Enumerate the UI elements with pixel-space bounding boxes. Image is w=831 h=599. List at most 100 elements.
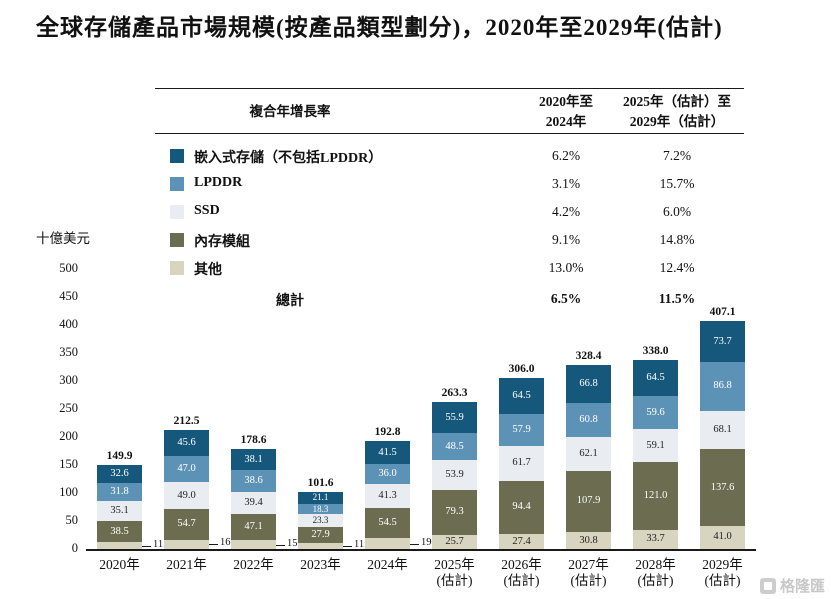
x-axis-category-label: 2027年 (估計) [568, 557, 609, 589]
bar-segment-value: 48.5 [445, 440, 464, 452]
legend-swatch-icon [170, 233, 184, 247]
y-axis-tick-label: 300 [59, 373, 78, 387]
bar-segment-value: 53.9 [445, 469, 464, 481]
total-period1-value: 6.5% [550, 291, 582, 306]
bar-segment: 66.8 [566, 365, 611, 403]
x-axis-category-label: 2023年 [300, 557, 341, 572]
legend-label: 嵌入式存儲（不包括LPDDR） [194, 151, 383, 166]
bar-segment [164, 539, 209, 549]
bar-segment: 60.8 [566, 402, 611, 437]
bar-total-value: 328.4 [575, 350, 602, 363]
table-top-border [155, 88, 744, 89]
cagr-period1-value: 13.0% [548, 260, 584, 275]
bar-segment-value: 35.1 [110, 505, 129, 517]
bar-segment: 27.9 [298, 527, 343, 543]
bar-segment-value: 27.9 [311, 529, 330, 541]
y-axis-tick-label: 450 [59, 289, 78, 303]
legend-swatch-icon [170, 261, 184, 275]
bar-segment-value: 45.6 [177, 437, 196, 448]
y-axis-tick-label: 200 [59, 429, 78, 443]
bar-segment-value: 31.8 [110, 486, 129, 498]
bar-segment-value: 94.4 [512, 500, 531, 512]
bar-segment: 64.5 [499, 377, 544, 414]
bar-segment [365, 538, 410, 549]
bar-segment-value: 21.1 [312, 492, 329, 503]
legend-swatch-icon [170, 177, 184, 191]
x-axis-category-label: 2021年 [166, 557, 207, 572]
callout-leader-line [142, 545, 151, 547]
cagr-period1-value: 3.1% [551, 176, 581, 191]
bar-segment: 38.5 [97, 520, 142, 543]
bar-segment: 33.7 [633, 530, 678, 549]
bar-segment: 73.7 [700, 320, 745, 363]
total-period2-value: 11.5% [658, 291, 696, 306]
bar-segment-value: 41.5 [378, 447, 397, 459]
bar-segment: 49.0 [164, 481, 209, 510]
bar-segment-value: 86.8 [713, 380, 732, 392]
bar-segment-value: 27.4 [512, 535, 531, 547]
bar-segment-value: 36.0 [378, 468, 397, 480]
gelonghui-logo-icon [759, 577, 776, 594]
cagr-period1-value: 9.1% [551, 232, 581, 247]
legend-label: LPDDR [194, 175, 243, 190]
bar-segment-value: 32.6 [110, 468, 129, 480]
cagr-header-period1: 2020年至 2024年 [539, 94, 593, 130]
y-axis-tick-label: 500 [59, 261, 78, 275]
bar-segment-value: 38.6 [244, 475, 263, 487]
legend-label: 其他 [194, 263, 222, 278]
bar-segment: 68.1 [700, 410, 745, 449]
bar-segment-value: 57.9 [512, 423, 531, 435]
y-axis-tick-label: 250 [59, 401, 78, 415]
bar-segment-value: 38.1 [244, 454, 263, 466]
x-axis-category-label: 2022年 [233, 557, 274, 572]
bar-segment-value: 121.0 [643, 490, 668, 502]
bar-total-value: 263.3 [441, 386, 468, 399]
bar-segment-value: 18.3 [312, 503, 329, 514]
bar-segment-value: 25.7 [445, 535, 464, 547]
bar-segment-value: 30.8 [579, 534, 598, 546]
cagr-period2-value: 7.2% [662, 148, 692, 163]
legend-label: 內存模組 [194, 235, 250, 250]
bar-segment: 55.9 [432, 401, 477, 433]
bar-segment: 61.7 [499, 446, 544, 481]
bar-total-value: 149.9 [106, 450, 133, 463]
bar-segment: 79.3 [432, 490, 477, 535]
bar-segment: 57.9 [499, 413, 544, 447]
y-axis-tick-label: 0 [71, 541, 78, 555]
bar-segment-value: 33.7 [646, 533, 665, 545]
bar-segment-value: 64.5 [646, 371, 665, 383]
bar-segment: 48.5 [432, 432, 477, 460]
bar-segment: 31.8 [97, 483, 142, 502]
bar-segment: 54.5 [365, 507, 410, 539]
cagr-total-row: 總計 6.5% 11.5% [0, 289, 831, 317]
bar-segment: 53.9 [432, 460, 477, 491]
legend-label: SSD [194, 203, 220, 218]
bar-segment-value: 49.0 [177, 489, 196, 501]
bar-total-value: 192.8 [374, 426, 401, 439]
cagr-row: LPDDR 3.1% 15.7% [0, 174, 831, 202]
bar-segment: 35.1 [97, 501, 142, 521]
cagr-period2-value: 14.8% [659, 232, 695, 247]
cagr-row: SSD 4.2% 6.0% [0, 202, 831, 230]
bar-segment-value: 60.8 [579, 413, 598, 425]
x-axis-category-label: 2029年 (估計) [702, 557, 743, 589]
bar-segment: 36.0 [365, 464, 410, 485]
bar-segment-value: 59.6 [646, 406, 665, 418]
bar-segment: 38.6 [231, 470, 276, 492]
bar-segment-value: 62.1 [579, 447, 598, 459]
x-axis-category-label: 2024年 [367, 557, 408, 572]
bar-segment: 64.5 [633, 359, 678, 396]
cagr-period1-value: 4.2% [551, 204, 581, 219]
bar-segment: 54.7 [164, 509, 209, 540]
bar-segment: 59.1 [633, 429, 678, 463]
bar-segment: 32.6 [97, 465, 142, 484]
y-axis-tick-label: 350 [59, 345, 78, 359]
outside-segment-value: 15.3 [287, 537, 306, 549]
bar-total-value: 407.1 [709, 305, 736, 318]
callout-leader-line [209, 544, 218, 546]
total-row-label: 總計 [276, 294, 304, 309]
bar-segment-value: 73.7 [713, 335, 732, 347]
bar-segment: 86.8 [700, 362, 745, 411]
bar-segment: 25.7 [432, 534, 477, 549]
bar-segment-value: 54.7 [177, 518, 196, 530]
